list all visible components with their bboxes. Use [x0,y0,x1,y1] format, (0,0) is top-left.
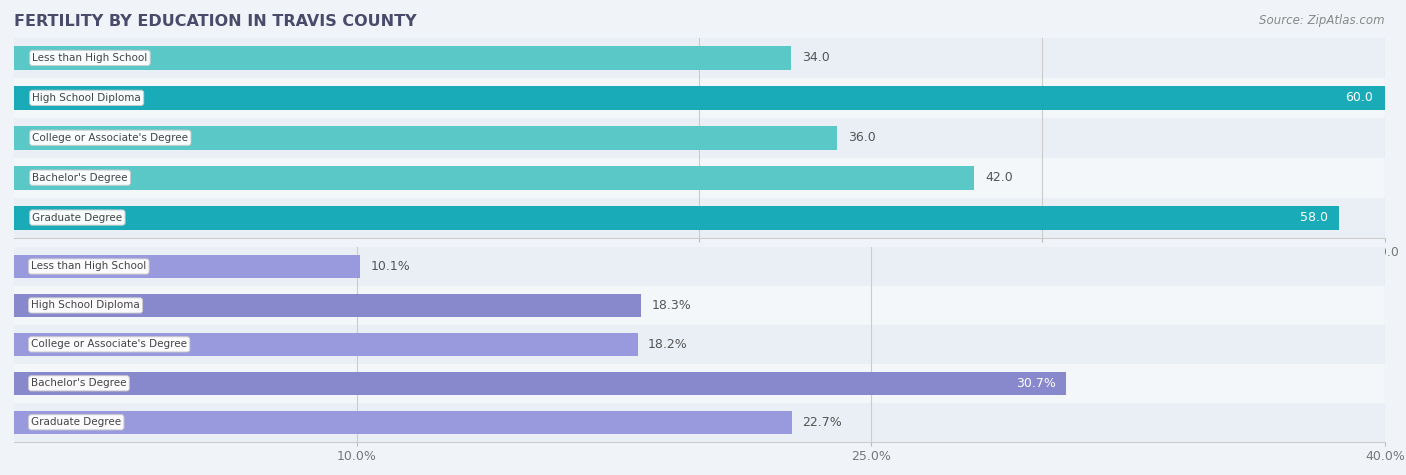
Text: 18.3%: 18.3% [651,299,692,312]
Bar [14,332,638,356]
Text: Source: ZipAtlas.com: Source: ZipAtlas.com [1260,14,1385,27]
Bar [14,371,1066,395]
Text: College or Associate's Degree: College or Associate's Degree [32,133,188,143]
Bar [14,247,1385,286]
Text: 18.2%: 18.2% [648,338,688,351]
Bar [14,325,1385,364]
Bar [14,255,360,278]
Bar [14,78,1385,118]
Text: High School Diploma: High School Diploma [31,300,141,311]
Bar [14,38,1385,78]
Text: 36.0: 36.0 [848,131,876,144]
Text: Less than High School: Less than High School [31,261,146,272]
Text: Bachelor's Degree: Bachelor's Degree [31,378,127,389]
Bar [14,166,974,190]
Bar [14,46,792,70]
Text: FERTILITY BY EDUCATION IN TRAVIS COUNTY: FERTILITY BY EDUCATION IN TRAVIS COUNTY [14,14,416,29]
Bar [14,403,1385,442]
Text: Less than High School: Less than High School [32,53,148,63]
Bar [14,86,1385,110]
Text: Graduate Degree: Graduate Degree [32,212,122,223]
Bar [14,286,1385,325]
Text: 58.0: 58.0 [1299,211,1327,224]
Bar [14,126,837,150]
Text: 60.0: 60.0 [1346,91,1374,104]
Bar [14,198,1385,238]
Text: College or Associate's Degree: College or Associate's Degree [31,339,187,350]
Text: Graduate Degree: Graduate Degree [31,417,121,428]
Text: 34.0: 34.0 [803,51,830,65]
Bar [14,118,1385,158]
Text: 30.7%: 30.7% [1017,377,1056,390]
Bar [14,410,792,434]
Text: High School Diploma: High School Diploma [32,93,141,103]
Text: Bachelor's Degree: Bachelor's Degree [32,172,128,183]
Bar [14,158,1385,198]
Text: 10.1%: 10.1% [371,260,411,273]
Bar [14,294,641,317]
Bar [14,364,1385,403]
Text: 42.0: 42.0 [986,171,1012,184]
Bar [14,206,1340,229]
Text: 22.7%: 22.7% [803,416,842,429]
